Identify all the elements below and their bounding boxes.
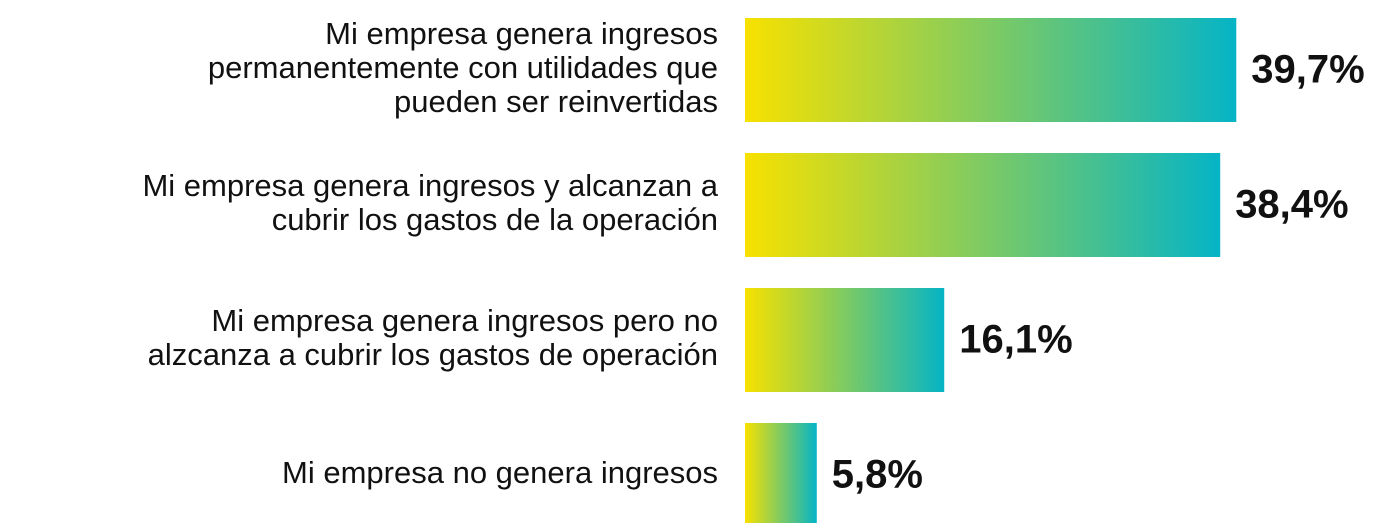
value-label: 39,7% xyxy=(1251,48,1364,92)
category-label: Mi empresa genera ingresos pero no alzcan… xyxy=(148,303,718,372)
category-label: Mi empresa genera ingresos permanentement… xyxy=(208,16,718,119)
bar xyxy=(745,153,1221,257)
value-label: 5,8% xyxy=(832,453,923,497)
bar xyxy=(745,423,817,523)
bar xyxy=(745,18,1237,122)
value-label: 38,4% xyxy=(1235,183,1348,227)
category-label: Mi empresa no genera ingresos xyxy=(282,455,718,490)
bar xyxy=(745,288,945,392)
value-label: 16,1% xyxy=(959,318,1072,362)
